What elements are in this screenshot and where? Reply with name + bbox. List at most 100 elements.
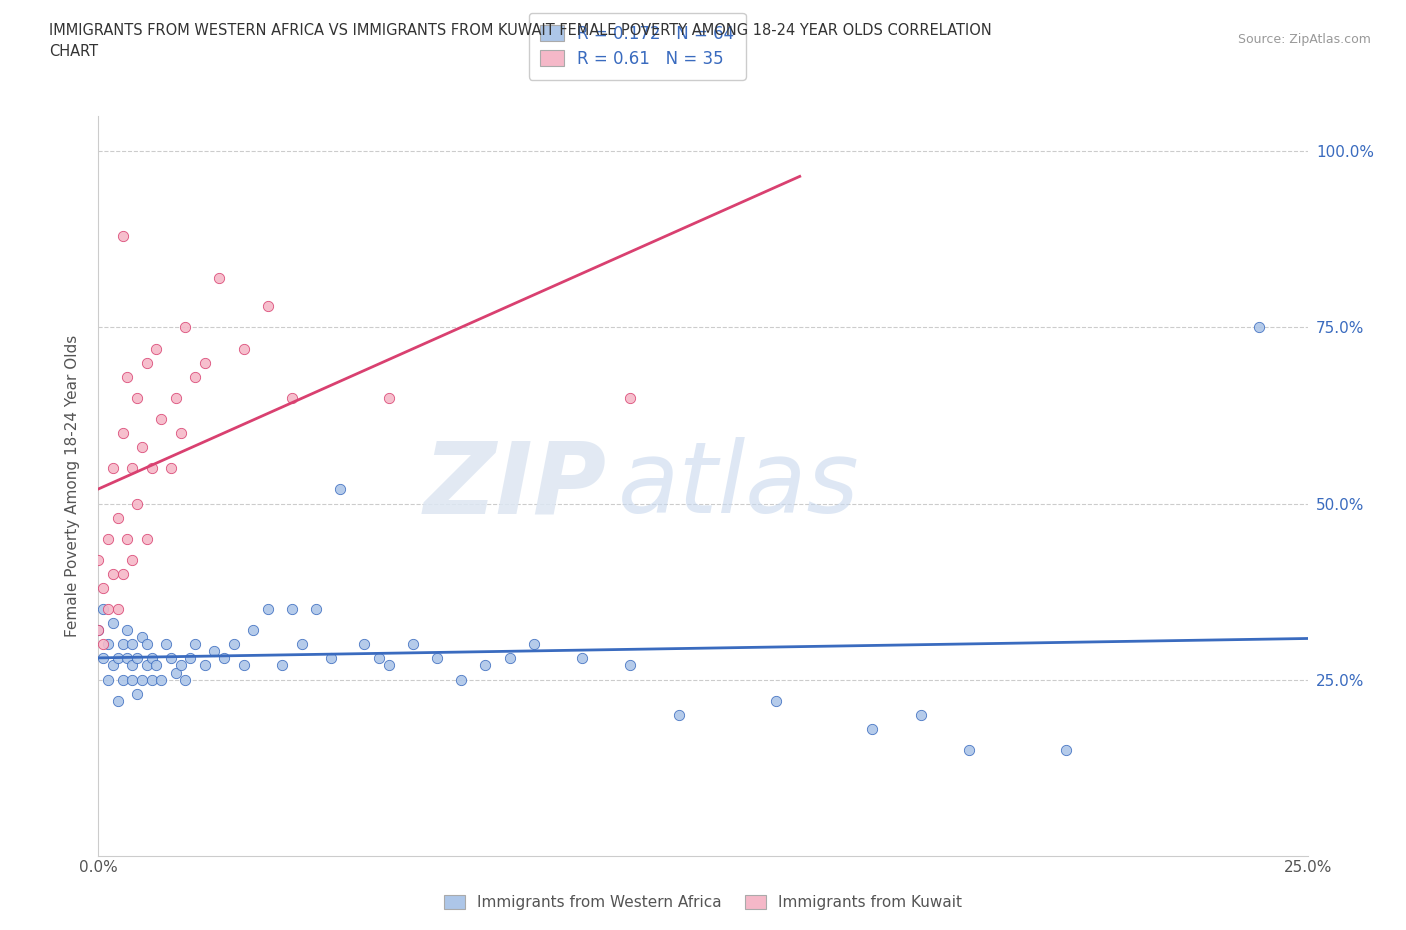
Point [97, 672, 120, 687]
Text: atlas: atlas [619, 437, 860, 535]
Point [97, 602, 120, 617]
Point [281, 602, 304, 617]
Point [523, 637, 546, 652]
Point [107, 602, 129, 617]
Point [165, 391, 187, 405]
Point [121, 672, 143, 687]
Point [765, 693, 787, 708]
Point [97, 531, 120, 546]
Point [184, 369, 207, 384]
Point [150, 672, 173, 687]
Point [232, 658, 254, 673]
Point [184, 637, 207, 652]
Point [329, 482, 352, 497]
Point [111, 229, 134, 244]
Point [498, 651, 520, 666]
Point [111, 566, 134, 581]
Point [619, 391, 641, 405]
Point [271, 658, 294, 673]
Point [194, 658, 217, 673]
Point [571, 651, 593, 666]
Text: ZIP: ZIP [423, 437, 606, 535]
Point [87, 623, 110, 638]
Point [377, 658, 399, 673]
Point [127, 686, 149, 701]
Point [1249, 320, 1271, 335]
Point [135, 531, 157, 546]
Point [111, 672, 134, 687]
Point [141, 672, 163, 687]
Point [208, 271, 231, 286]
Point [450, 672, 472, 687]
Point [97, 637, 120, 652]
Point [319, 651, 342, 666]
Point [87, 552, 110, 567]
Point [426, 651, 449, 666]
Point [145, 658, 167, 673]
Point [368, 651, 391, 666]
Point [474, 658, 496, 673]
Point [232, 341, 254, 356]
Point [256, 299, 278, 313]
Point [860, 722, 883, 737]
Point [127, 496, 149, 511]
Point [212, 651, 235, 666]
Point [101, 658, 124, 673]
Point [121, 552, 143, 567]
Point [135, 355, 157, 370]
Point [91, 580, 114, 595]
Point [222, 637, 245, 652]
Point [281, 391, 304, 405]
Point [169, 426, 191, 441]
Point [160, 461, 183, 476]
Point [91, 651, 114, 666]
Point [256, 602, 278, 617]
Legend: R = 0.172   N = 64, R = 0.61   N = 35: R = 0.172 N = 64, R = 0.61 N = 35 [529, 13, 745, 80]
Point [111, 426, 134, 441]
Point [145, 341, 167, 356]
Point [117, 531, 139, 546]
Point [160, 651, 183, 666]
Point [117, 369, 139, 384]
Point [131, 672, 153, 687]
Point [111, 637, 134, 652]
Point [121, 637, 143, 652]
Text: Source: ZipAtlas.com: Source: ZipAtlas.com [1237, 33, 1371, 46]
Point [127, 651, 149, 666]
Point [179, 651, 201, 666]
Point [155, 637, 177, 652]
Point [169, 658, 191, 673]
Point [117, 651, 139, 666]
Y-axis label: Female Poverty Among 18-24 Year Olds: Female Poverty Among 18-24 Year Olds [65, 335, 80, 637]
Point [127, 391, 149, 405]
Point [165, 665, 187, 680]
Point [910, 708, 932, 723]
Point [668, 708, 690, 723]
Point [141, 461, 163, 476]
Point [135, 658, 157, 673]
Point [101, 461, 124, 476]
Point [1054, 742, 1077, 757]
Point [957, 742, 980, 757]
Point [194, 355, 217, 370]
Point [150, 412, 173, 427]
Point [174, 672, 197, 687]
Point [402, 637, 425, 652]
Legend: Immigrants from Western Africa, Immigrants from Kuwait: Immigrants from Western Africa, Immigran… [436, 887, 970, 918]
Text: IMMIGRANTS FROM WESTERN AFRICA VS IMMIGRANTS FROM KUWAIT FEMALE POVERTY AMONG 18: IMMIGRANTS FROM WESTERN AFRICA VS IMMIGR… [49, 23, 993, 60]
Point [141, 651, 163, 666]
Point [204, 644, 226, 658]
Point [619, 658, 641, 673]
Point [242, 623, 264, 638]
Point [174, 320, 197, 335]
Point [101, 566, 124, 581]
Point [131, 630, 153, 644]
Point [290, 637, 312, 652]
Point [101, 616, 124, 631]
Point [91, 637, 114, 652]
Point [107, 693, 129, 708]
Point [121, 658, 143, 673]
Point [107, 651, 129, 666]
Point [377, 391, 399, 405]
Point [87, 623, 110, 638]
